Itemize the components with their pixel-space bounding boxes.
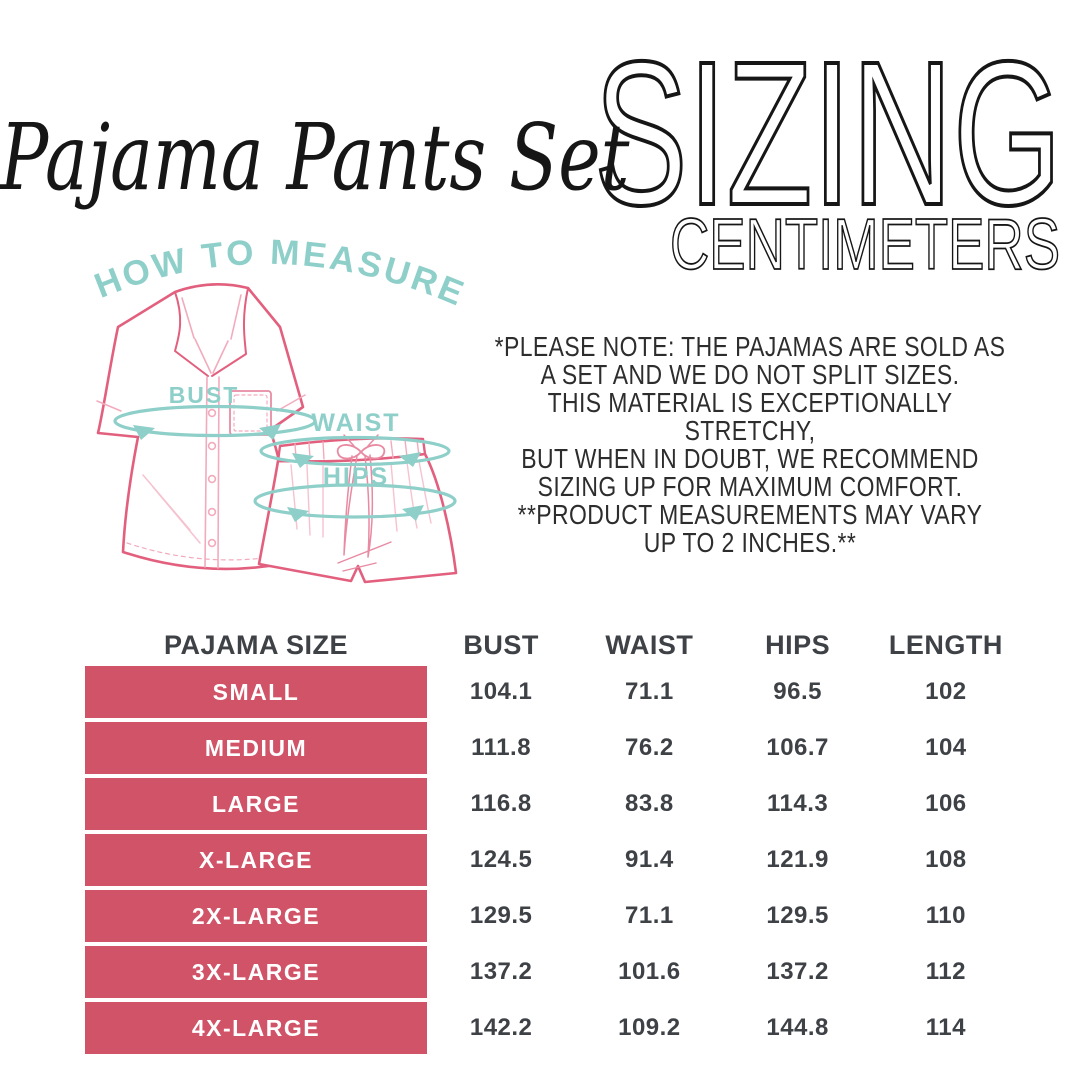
- table-row-4x-large: 4X-LARGE 142.2 109.2 144.8 114: [85, 1002, 1020, 1054]
- table-row-x-large: X-LARGE 124.5 91.4 121.9 108: [85, 834, 1020, 886]
- hips-value: 137.2: [766, 958, 829, 985]
- table-row-small: SMALL 104.1 71.1 96.5 102: [85, 666, 1020, 718]
- waist-value: 83.8: [625, 790, 674, 817]
- size-pill: LARGE: [85, 778, 427, 830]
- waist-value: 71.1: [625, 678, 674, 705]
- waist-value: 101.6: [618, 958, 681, 985]
- table-row-large: LARGE 116.8 83.8 114.3 106: [85, 778, 1020, 830]
- waist-value: 76.2: [625, 734, 674, 761]
- size-pill: MEDIUM: [85, 722, 427, 774]
- size-pill: 4X-LARGE: [85, 1002, 427, 1054]
- length-value: 114: [925, 1014, 966, 1041]
- pajama-shirt-illustration: [96, 283, 306, 571]
- size-pill: 3X-LARGE: [85, 946, 427, 998]
- hips-value: 129.5: [766, 902, 829, 929]
- size-pill: 2X-LARGE: [85, 890, 427, 942]
- waist-measure-ellipse: [259, 435, 451, 468]
- sizing-note: *PLEASE NOTE: THE PAJAMAS ARE SOLD AS A …: [494, 331, 1006, 558]
- unit-subheading-text: CENTIMETERS: [670, 211, 1060, 277]
- table-row-3x-large: 3X-LARGE 137.2 101.6 137.2 112: [85, 946, 1020, 998]
- table-row-medium: MEDIUM 111.8 76.2 106.7 104: [85, 722, 1020, 774]
- bust-value: 104.1: [469, 678, 533, 705]
- waist-value: 109.2: [618, 1014, 681, 1041]
- sizing-table-header-row: PAJAMA SIZE BUST WAIST HIPS LENGTH: [85, 628, 1020, 662]
- how-to-measure-diagram: HOW TO MEASURE: [89, 233, 471, 584]
- length-value: 106: [925, 790, 967, 817]
- unit-subheading: CENTIMETERS: [669, 211, 1061, 277]
- diagram-heading-arc: HOW TO MEASURE: [89, 233, 471, 315]
- bust-value: 116.8: [470, 790, 532, 817]
- hips-value: 144.8: [766, 1014, 829, 1041]
- length-value: 102: [925, 678, 967, 705]
- length-value: 104: [925, 734, 967, 761]
- header-hips: HIPS: [765, 629, 831, 660]
- bust-value: 111.8: [471, 734, 532, 761]
- header-length: LENGTH: [888, 629, 1003, 660]
- header-bust: BUST: [463, 629, 539, 660]
- bust-value: 129.5: [469, 902, 533, 929]
- hips-measure-ellipse: [253, 483, 457, 522]
- length-value: 108: [925, 846, 967, 873]
- length-value: 112: [925, 958, 966, 985]
- header-waist: WAIST: [605, 629, 694, 660]
- waist-label: WAIST: [311, 409, 400, 437]
- sizing-heading-text: SIZING: [594, 48, 1062, 220]
- sizing-heading: SIZING: [592, 48, 1064, 220]
- product-title-script: Pajama Pants Set: [0, 104, 630, 211]
- table-row-2x-large: 2X-LARGE 129.5 71.1 129.5 110: [85, 890, 1020, 942]
- bust-value: 137.2: [469, 958, 533, 985]
- diagram-heading-text: HOW TO MEASURE: [89, 233, 468, 315]
- length-value: 110: [925, 902, 966, 929]
- bust-label: BUST: [169, 382, 240, 408]
- bust-value: 124.5: [469, 846, 533, 873]
- size-pill: X-LARGE: [85, 834, 427, 886]
- sizing-table: PAJAMA SIZE BUST WAIST HIPS LENGTH SMALL…: [85, 628, 1020, 1054]
- waist-value: 71.1: [625, 902, 674, 929]
- hips-label: HIPS: [323, 463, 389, 491]
- hips-value: 106.7: [766, 734, 829, 761]
- hips-value: 96.5: [773, 678, 822, 705]
- waist-value: 91.4: [625, 846, 674, 873]
- hips-value: 114.3: [767, 790, 829, 817]
- size-pill: SMALL: [85, 666, 427, 718]
- bust-value: 142.2: [469, 1014, 533, 1041]
- header-pajama-size: PAJAMA SIZE: [163, 629, 349, 660]
- bust-measure-ellipse: [113, 404, 317, 440]
- hips-value: 121.9: [766, 846, 829, 873]
